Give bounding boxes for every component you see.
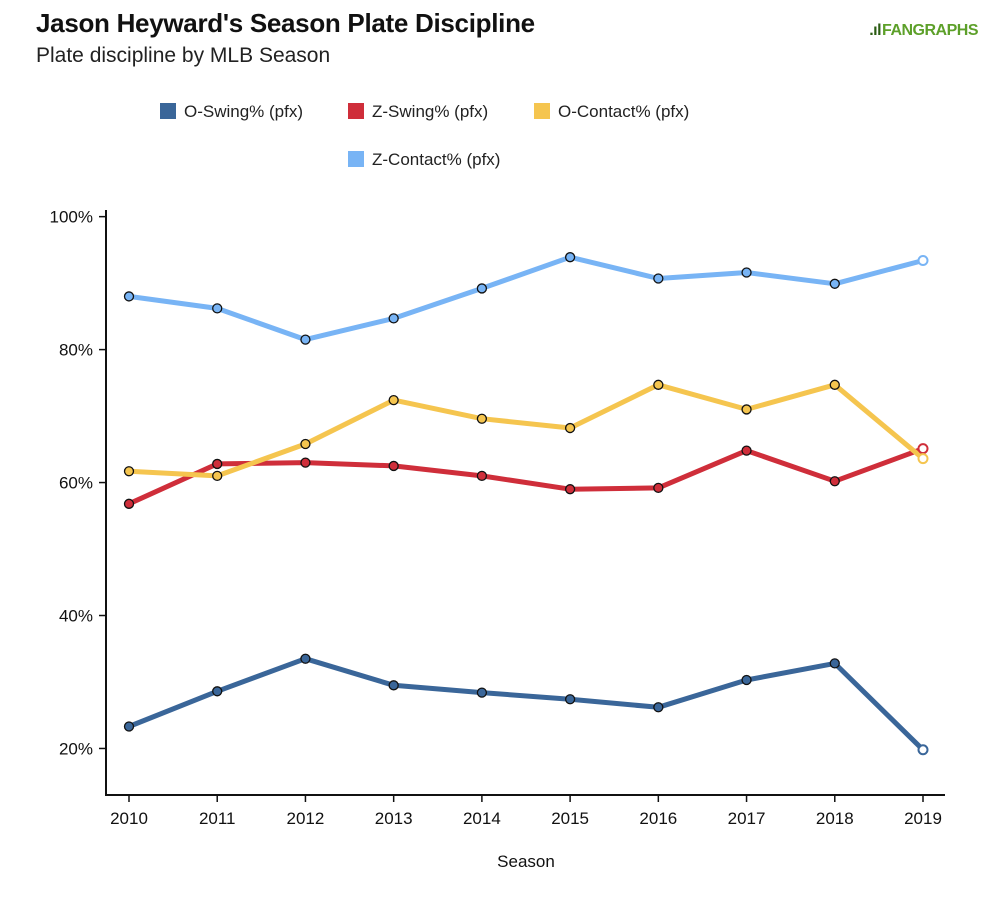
data-point[interactable] [123, 498, 135, 509]
legend-swatch [534, 103, 550, 119]
data-point[interactable] [300, 457, 311, 468]
data-point[interactable] [917, 255, 929, 267]
data-point[interactable] [300, 334, 311, 345]
y-tick-label: 40% [59, 607, 93, 626]
data-point[interactable] [212, 458, 223, 470]
data-point[interactable] [653, 702, 664, 713]
x-tick-label: 2017 [728, 809, 766, 828]
y-tick-label: 80% [59, 341, 93, 360]
series-points-z-contact-pct-pfx [123, 252, 929, 345]
legend-item-o-swing-pct-pfx: O-Swing% (pfx) [160, 102, 303, 121]
chart-title: Jason Heyward's Season Plate Discipline [36, 8, 535, 38]
data-point[interactable] [123, 466, 135, 477]
data-point[interactable] [300, 653, 311, 664]
data-point[interactable] [123, 291, 135, 302]
x-tick-label: 2014 [463, 809, 501, 828]
data-point[interactable] [476, 470, 488, 482]
chart-subtitle: Plate discipline by MLB Season [36, 44, 331, 67]
data-point[interactable] [300, 438, 311, 450]
data-point[interactable] [388, 460, 399, 472]
series-points-z-swing-pct-pfx [123, 443, 929, 509]
y-tick-label: 60% [59, 474, 93, 493]
data-point[interactable] [388, 394, 399, 406]
legend-swatch [348, 103, 364, 119]
data-point[interactable] [653, 273, 664, 284]
y-tick-label: 20% [59, 739, 93, 758]
data-point[interactable] [741, 674, 752, 686]
data-point[interactable] [653, 482, 664, 494]
data-point[interactable] [829, 476, 840, 487]
series-points [123, 252, 929, 756]
data-point[interactable] [829, 278, 840, 289]
data-point[interactable] [212, 303, 223, 314]
data-point[interactable] [564, 484, 576, 495]
x-tick-label: 2015 [551, 809, 589, 828]
axes: 20% 40% 60% 80% 100% 2010 2011 2012 2013 2014 2015… [50, 208, 945, 871]
data-point[interactable] [476, 413, 488, 424]
y-tick-label: 100% [50, 208, 93, 227]
data-point[interactable] [653, 379, 664, 390]
series-lines [126, 254, 926, 753]
logo-mark-icon: .ıl [869, 22, 882, 39]
legend-label: O-Contact% (pfx) [558, 102, 689, 121]
data-point[interactable] [741, 404, 752, 415]
legend: O-Swing% (pfx) Z-Swing% (pfx) O-Contact% (… [160, 102, 689, 169]
logo-text: FANGRAPHS [882, 22, 978, 39]
data-point[interactable] [123, 721, 135, 732]
data-point[interactable] [564, 252, 576, 263]
legend-item-z-swing-pct-pfx: Z-Swing% (pfx) [348, 102, 488, 121]
data-point[interactable] [564, 422, 576, 434]
x-tick-label: 2011 [199, 809, 236, 828]
series-line-z-contact-pct-pfx [126, 254, 926, 343]
x-tick-label: 2018 [816, 809, 854, 828]
data-point[interactable] [388, 313, 399, 324]
data-point[interactable] [388, 680, 399, 691]
legend-swatch [160, 103, 176, 119]
series-line-o-swing-pct-pfx [126, 656, 926, 753]
x-tick-label: 2010 [110, 809, 148, 828]
legend-item-o-contact-pct-pfx: O-Contact% (pfx) [534, 102, 689, 121]
data-point[interactable] [564, 694, 576, 705]
data-point[interactable] [476, 687, 488, 698]
series-line-z-swing-pct-pfx [126, 446, 926, 507]
data-point[interactable] [741, 267, 752, 278]
data-point[interactable] [212, 470, 223, 482]
data-point[interactable] [476, 283, 488, 294]
legend-label: Z-Contact% (pfx) [372, 150, 500, 169]
x-tick-label: 2013 [375, 809, 413, 828]
data-point[interactable] [829, 658, 840, 669]
legend-label: Z-Swing% (pfx) [372, 102, 488, 121]
data-point[interactable] [917, 443, 929, 455]
legend-swatch [348, 151, 364, 167]
x-tick-label: 2016 [639, 809, 677, 828]
x-tick-label: 2019 [904, 809, 942, 828]
data-point[interactable] [917, 453, 929, 465]
x-axis-title: Season [497, 852, 555, 871]
data-point[interactable] [741, 445, 752, 456]
data-point[interactable] [212, 686, 223, 697]
fangraphs-logo: .ılFANGRAPHS [869, 22, 978, 40]
legend-item-z-contact-pct-pfx: Z-Contact% (pfx) [348, 150, 500, 169]
series-points-o-swing-pct-pfx [123, 653, 929, 756]
series-points-o-contact-pct-pfx [123, 379, 929, 482]
data-point[interactable] [917, 744, 929, 756]
series-line-o-contact-pct-pfx [126, 382, 926, 479]
data-point[interactable] [829, 379, 840, 390]
x-tick-label: 2012 [287, 809, 325, 828]
legend-label: O-Swing% (pfx) [184, 102, 303, 121]
